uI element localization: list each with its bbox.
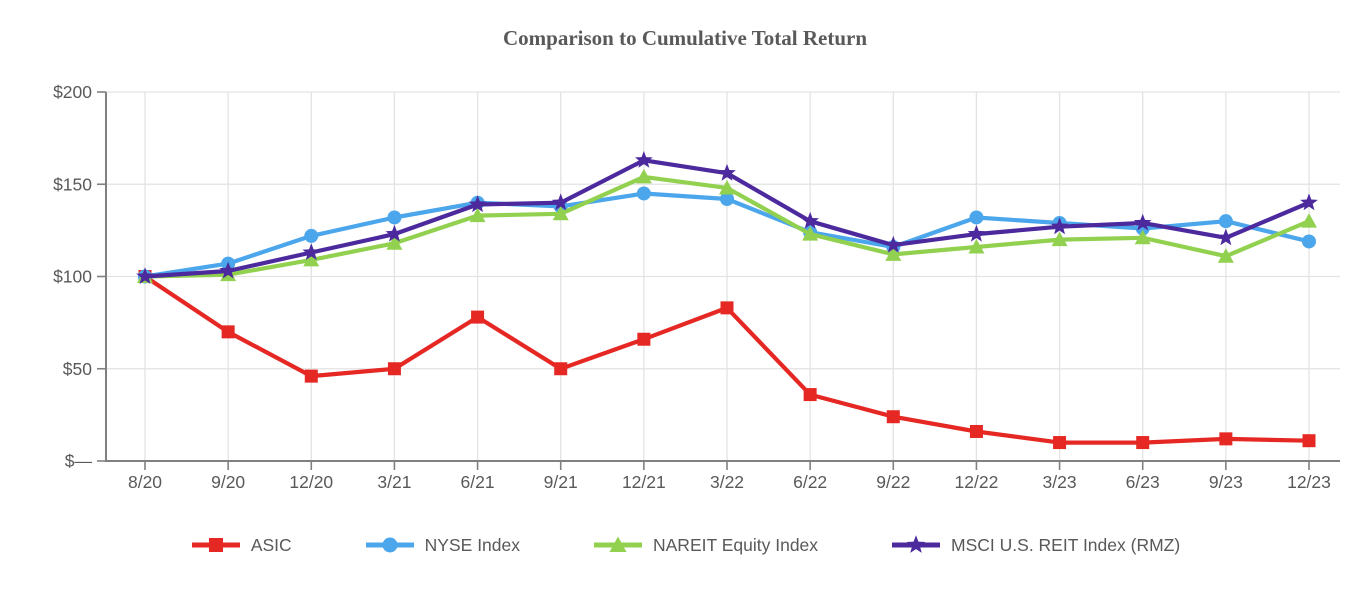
x-tick-label: 6/22 [793,472,827,492]
axis-labels: $200 $150 $100 $50 $— 8/20 9/20 12/20 3/21 6/21 9/… [53,82,1331,492]
nareit-triangle-marker-icon [594,536,642,552]
x-tick-label: 9/20 [211,472,245,492]
legend-item-nyse-index: NYSE Index [364,534,520,556]
y-tick-label: $— [65,451,93,471]
msci-u-s-reit-index-rmz-markers [136,150,1318,285]
asic-markers [138,270,1316,450]
x-tick-label: 9/23 [1209,472,1243,492]
legend-item-msci-us-reit-index: MSCI U.S. REIT Index (RMZ) [890,534,1180,556]
x-tick-label: 8/20 [128,472,162,492]
msci-star-marker-icon [892,535,941,553]
x-tick-label: 3/23 [1043,472,1077,492]
chart-legend: ASIC NYSE Index NAREIT Equity Index MSCI… [0,534,1370,556]
x-tick-label: 6/23 [1126,472,1160,492]
legend-label-nareit-equity-index: NAREIT Equity Index [653,534,819,555]
x-tick-label: 12/22 [955,472,999,492]
y-tick-label: $200 [53,82,92,102]
chart-title: Comparison to Cumulative Total Return [502,26,868,50]
gridlines [106,91,1340,461]
asic-square-marker-icon [191,538,240,552]
series-msci-u-s-reit-index-rmz [136,150,1318,285]
nyse-circle-marker-icon [365,537,414,553]
y-tick-label: $150 [53,174,92,194]
legend-label-msci-us-reit-index: MSCI U.S. REIT Index (RMZ) [951,534,1181,555]
x-tick-label: 12/20 [289,472,333,492]
x-tick-label: 9/22 [876,472,910,492]
x-tick-label: 6/21 [461,472,495,492]
legend-item-nareit-equity-index: NAREIT Equity Index [592,534,818,556]
x-tick-label: 3/21 [377,472,411,492]
x-tick-label: 12/23 [1287,472,1331,492]
series-asic [138,270,1316,450]
x-tick-label: 12/21 [622,472,666,492]
legend-label-asic: ASIC [250,534,292,555]
y-tick-label: $100 [53,267,92,287]
y-tick-label: $50 [63,359,92,379]
axes [97,91,1340,470]
legend-item-asic: ASIC [190,534,292,556]
legend-label-nyse-index: NYSE Index [424,534,520,555]
x-tick-label: 3/22 [710,472,744,492]
x-tick-label: 9/21 [544,472,578,492]
